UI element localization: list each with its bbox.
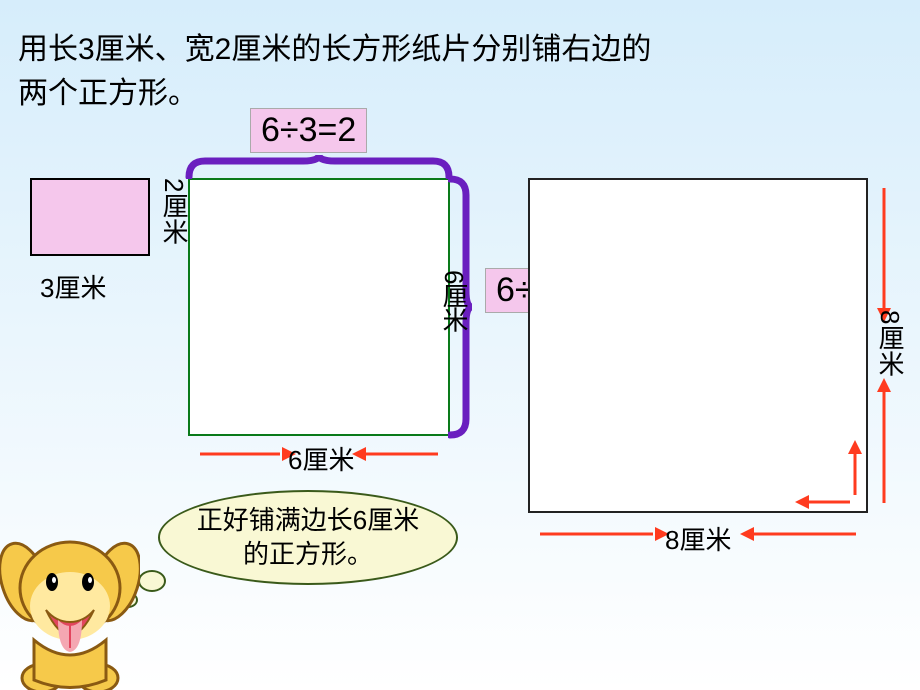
dog-icon bbox=[0, 510, 140, 690]
arrowhead-icon bbox=[795, 495, 809, 509]
speech-bubble: 正好铺满边长6厘米的正方形。 bbox=[158, 490, 458, 585]
arrowhead-icon bbox=[877, 378, 891, 392]
sample-width-label: 3厘米 bbox=[40, 268, 106, 305]
sample-rectangle bbox=[30, 178, 150, 256]
brace-top bbox=[185, 155, 453, 179]
label-8cm-side: 8厘米 bbox=[872, 310, 909, 376]
thought-dot-icon bbox=[138, 570, 166, 592]
label-6cm-bottom: 6厘米 bbox=[288, 440, 354, 477]
label-8cm-bottom: 8厘米 bbox=[665, 520, 731, 557]
instruction-text: 用长3厘米、宽2厘米的长方形纸片分别铺右边的两个正方形。 bbox=[18, 28, 651, 115]
label-6cm-side: 6厘米 bbox=[436, 270, 473, 330]
calc-top: 6÷3=2 bbox=[250, 108, 367, 153]
arrowhead-icon bbox=[740, 527, 754, 541]
canvas: 用长3厘米、宽2厘米的长方形纸片分别铺右边的两个正方形。 2厘米 3厘米 6÷3… bbox=[0, 0, 920, 690]
square-6cm bbox=[188, 178, 450, 436]
arrowhead-icon bbox=[848, 440, 862, 454]
